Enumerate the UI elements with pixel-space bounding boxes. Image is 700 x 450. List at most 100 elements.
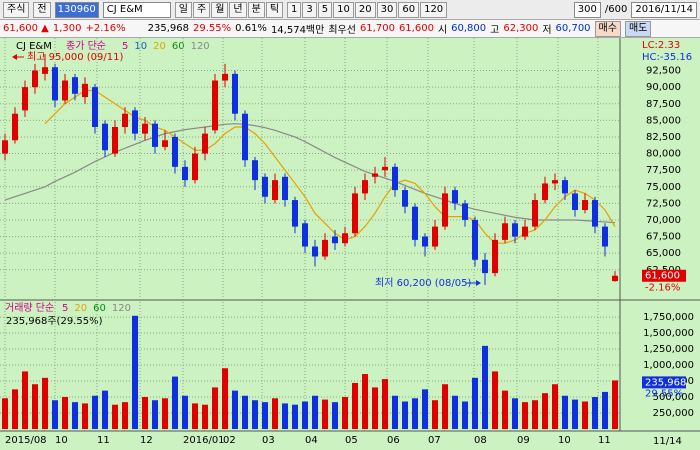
candle-body [542, 183, 548, 201]
volume-tick-label: 500,000 [653, 392, 694, 403]
candle-body [142, 123, 148, 134]
volume-bar [22, 371, 28, 429]
candle-body [202, 133, 208, 154]
unit-button[interactable]: 10 [333, 1, 354, 18]
buy-button[interactable]: 매수 [594, 20, 621, 37]
ask: 61,700 [359, 23, 395, 34]
candle-body [442, 193, 448, 227]
volume-bar [592, 397, 598, 429]
volume-bar [432, 400, 438, 429]
volume-bar [182, 395, 188, 429]
candle-body [532, 200, 538, 227]
candle-body [582, 200, 588, 211]
volume-bar [72, 402, 78, 429]
volume-bar [272, 398, 278, 429]
candle-body [592, 200, 598, 227]
date-input[interactable]: 2016/11/14 [631, 1, 697, 18]
volume-bar [562, 395, 568, 429]
candle-body [502, 223, 508, 240]
period-button[interactable]: 틱 [265, 1, 284, 18]
x-tick-label: 10 [55, 435, 68, 446]
volume-bar [542, 393, 548, 429]
stock-name[interactable]: CJ E&M [102, 1, 171, 18]
y-tick-label: 80,000 [646, 149, 681, 160]
volume-bar [312, 395, 318, 429]
unit-button[interactable]: 1 [287, 1, 302, 18]
price: 61,600 ▲ [3, 23, 49, 34]
x-tick-label: 11 [598, 435, 611, 446]
unit-button[interactable]: 5 [317, 1, 333, 18]
count-max: /600 [604, 4, 628, 15]
bid: 61,600 [398, 23, 434, 34]
count-input[interactable]: 300 [573, 1, 601, 18]
volume-bar [362, 373, 368, 429]
high-arrowhead [12, 54, 17, 60]
candle-body [382, 166, 388, 171]
x-tick-label: 03 [262, 435, 275, 446]
volume-bar [202, 404, 208, 429]
ma-legend: 20 [153, 41, 166, 52]
period-button[interactable]: 년 [229, 1, 247, 18]
candle-body [572, 193, 578, 211]
candle-body [152, 123, 158, 147]
volume-bar [572, 399, 578, 429]
volume-tag: 235,968 [645, 377, 686, 388]
candle-body [322, 239, 328, 257]
quote-bar: 61,600 ▲ 1,300 +2.16% 235,968 29.55% 0.6… [0, 20, 700, 38]
x-tick-label: 06 [387, 435, 400, 446]
y-tick-label: 87,500 [646, 99, 681, 110]
volume-bar [472, 377, 478, 429]
candle-body [102, 123, 108, 151]
period-button[interactable]: 분 [247, 1, 265, 18]
unit-button[interactable]: 120 [420, 1, 448, 18]
x-tick-label: 04 [305, 435, 318, 446]
volume-tag-box [642, 376, 686, 389]
candle-body [72, 77, 78, 94]
period-button[interactable]: 월 [211, 1, 229, 18]
volume-bar [322, 399, 328, 429]
candle-body [522, 226, 528, 237]
volume-bar [492, 371, 498, 429]
unit-button[interactable]: 20 [354, 1, 376, 18]
moving-average [44, 89, 616, 244]
volume-bar [302, 401, 308, 429]
volume-bar [152, 400, 158, 429]
volume-bar [92, 395, 98, 429]
x-tick-label: 11 [97, 435, 110, 446]
y-tick-label: 65,000 [646, 248, 681, 259]
candle-body [12, 113, 18, 141]
volume-bar [442, 384, 448, 429]
volume-pct: 29.55% [193, 23, 232, 34]
candle-body [272, 180, 278, 201]
volume-bar [42, 377, 48, 429]
candle-body [402, 190, 408, 207]
candle-body [552, 180, 558, 184]
candle-body [232, 73, 238, 114]
candle-body [482, 259, 488, 274]
unit-button[interactable]: 60 [398, 1, 420, 18]
unit-button[interactable]: 30 [376, 1, 398, 18]
unit-button[interactable]: 3 [302, 1, 317, 18]
y-tick-label: 77,500 [646, 165, 681, 176]
volume-tick-label: 250,000 [653, 408, 694, 419]
volume-bar [142, 397, 148, 429]
unit-buttons: 1 3 5 10 20 30 60 120 [287, 1, 448, 18]
high: 62,300 [503, 23, 539, 34]
volume-bar [292, 404, 298, 429]
period-button[interactable]: 주 [193, 1, 211, 18]
period-button[interactable]: 일 [174, 1, 192, 18]
candle-body [342, 233, 348, 244]
candle-body [282, 176, 288, 201]
x-tick-label: 08 [474, 435, 487, 446]
market-select[interactable]: 주식 [3, 1, 30, 18]
sell-button[interactable]: 매도 [624, 20, 652, 37]
all-button[interactable]: 전 [33, 1, 51, 18]
volume-label: 거래량 단순 [5, 302, 54, 314]
candle-body [462, 203, 468, 220]
volume-bar [82, 403, 88, 429]
amount: 14,574백만 [270, 25, 325, 36]
code-input[interactable]: 130960 [54, 1, 99, 18]
volume-tick-label: 1,750,000 [643, 312, 694, 323]
